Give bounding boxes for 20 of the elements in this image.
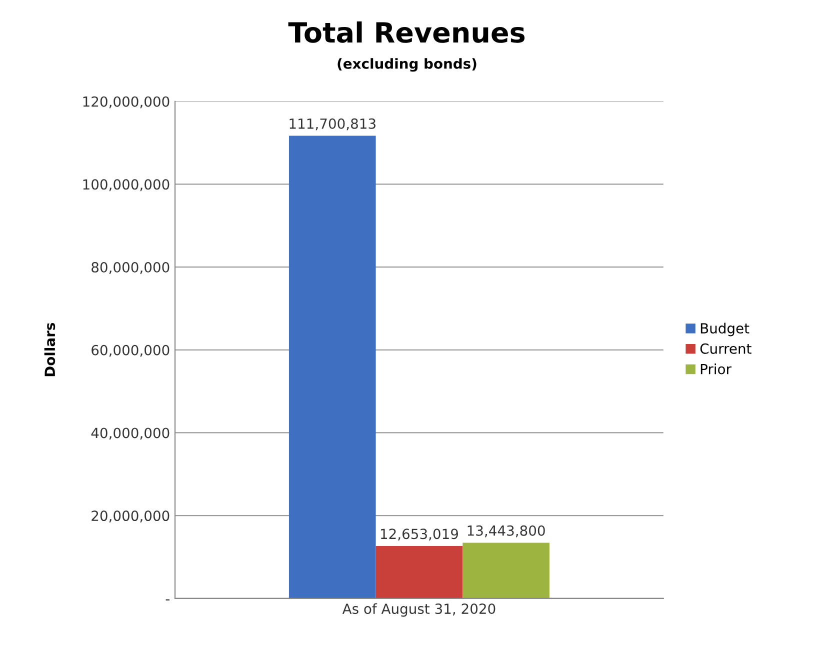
y-tick-label: 40,000,000 xyxy=(91,428,170,440)
legend-label: Current xyxy=(700,343,752,354)
text: 13,443,800 xyxy=(468,525,545,538)
bar xyxy=(376,546,463,598)
text: 12,653,019 xyxy=(380,528,458,541)
y-tick-label: 100,000,000 xyxy=(83,179,170,192)
y-tick-label: 20,000,000 xyxy=(92,510,170,522)
y-tick-label: 60,000,000 xyxy=(92,344,170,357)
legend-label: Prior xyxy=(700,364,732,374)
chart-subtitle: (excluding bonds) xyxy=(338,58,476,72)
y-tick-label: 120,000,000 xyxy=(83,96,170,108)
y-axis-title: Dollars xyxy=(44,323,56,376)
y-tick-label: 80,000,000 xyxy=(92,262,170,274)
legend-label: Budget xyxy=(700,322,750,336)
text: 111,700,813 xyxy=(290,118,376,130)
bar xyxy=(288,136,376,598)
chart-title: Total Revenues xyxy=(288,21,525,43)
y-tick-label: - xyxy=(166,599,170,600)
bar xyxy=(462,542,550,598)
x-tick-label: As of August 31, 2020 xyxy=(342,603,496,617)
